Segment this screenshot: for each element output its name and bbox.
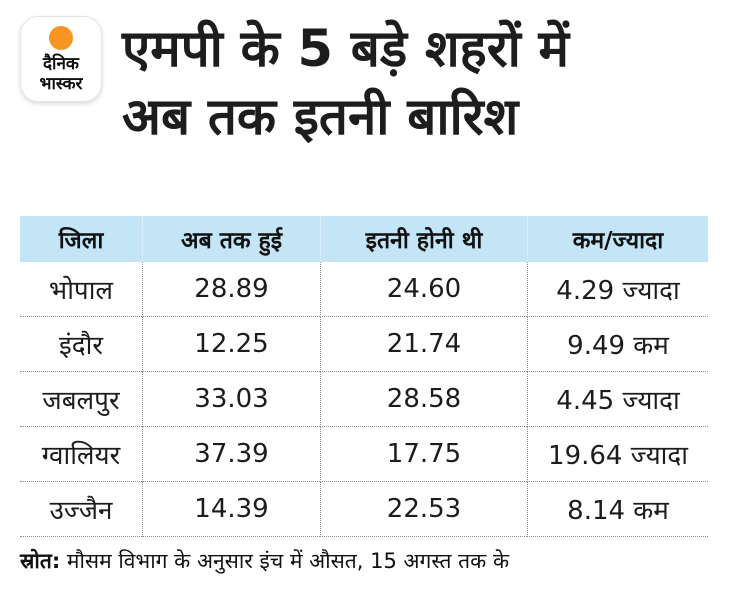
cell-district: जबलपुर [20, 372, 142, 427]
table-row: भोपाल 28.89 24.60 4.29 ज्यादा [20, 262, 708, 317]
source-label: स्रोत: [20, 549, 61, 573]
rainfall-table: जिला अब तक हुई इतनी होनी थी कम/ज्यादा भो… [20, 216, 708, 537]
table-row: उज्जैन 14.39 22.53 8.14 कम [20, 482, 708, 537]
cell-rain-expected: 21.74 [320, 317, 527, 372]
table-header-row: जिला अब तक हुई इतनी होनी थी कम/ज्यादा [20, 216, 708, 262]
cell-difference: 4.45 ज्यादा [527, 372, 708, 427]
column-header-diff: कम/ज्यादा [527, 216, 708, 262]
logo-text-line1: दैनिक [43, 54, 79, 74]
page-title: एमपी के 5 बड़े शहरों में अब तक इतनी बारिश [122, 16, 569, 152]
cell-rain-expected: 28.58 [320, 372, 527, 427]
cell-rain-so-far: 37.39 [142, 427, 320, 482]
column-header-so-far: अब तक हुई [142, 216, 320, 262]
cell-rain-so-far: 33.03 [142, 372, 320, 427]
cell-district: उज्जैन [20, 482, 142, 537]
title-line-2: अब तक इतनी बारिश [122, 88, 519, 147]
title-line-1: एमपी के 5 बड़े शहरों में [122, 20, 570, 79]
cell-difference: 9.49 कम [527, 317, 708, 372]
cell-district: ग्वालियर [20, 427, 142, 482]
cell-district: भोपाल [20, 262, 142, 317]
cell-rain-expected: 22.53 [320, 482, 527, 537]
column-header-district: जिला [20, 216, 142, 262]
cell-rain-so-far: 14.39 [142, 482, 320, 537]
dainik-bhaskar-logo: दैनिक भास्कर [20, 16, 102, 102]
table-row: जबलपुर 33.03 28.58 4.45 ज्यादा [20, 372, 708, 427]
source-text: मौसम विभाग के अनुसार इंच में औसत, 15 अगस… [60, 549, 510, 573]
table-body: भोपाल 28.89 24.60 4.29 ज्यादा इंदौर 12.2… [20, 262, 708, 537]
cell-rain-expected: 24.60 [320, 262, 527, 317]
table-row: ग्वालियर 37.39 17.75 19.64 ज्यादा [20, 427, 708, 482]
source-note: स्रोत: मौसम विभाग के अनुसार इंच में औसत,… [20, 547, 509, 575]
logo-text-line2: भास्कर [39, 74, 83, 94]
cell-district: इंदौर [20, 317, 142, 372]
cell-rain-expected: 17.75 [320, 427, 527, 482]
cell-difference: 8.14 कम [527, 482, 708, 537]
table-row: इंदौर 12.25 21.74 9.49 कम [20, 317, 708, 372]
cell-rain-so-far: 28.89 [142, 262, 320, 317]
logo-sun-icon [49, 26, 73, 50]
cell-difference: 19.64 ज्यादा [527, 427, 708, 482]
column-header-expected: इतनी होनी थी [320, 216, 527, 262]
cell-difference: 4.29 ज्यादा [527, 262, 708, 317]
cell-rain-so-far: 12.25 [142, 317, 320, 372]
